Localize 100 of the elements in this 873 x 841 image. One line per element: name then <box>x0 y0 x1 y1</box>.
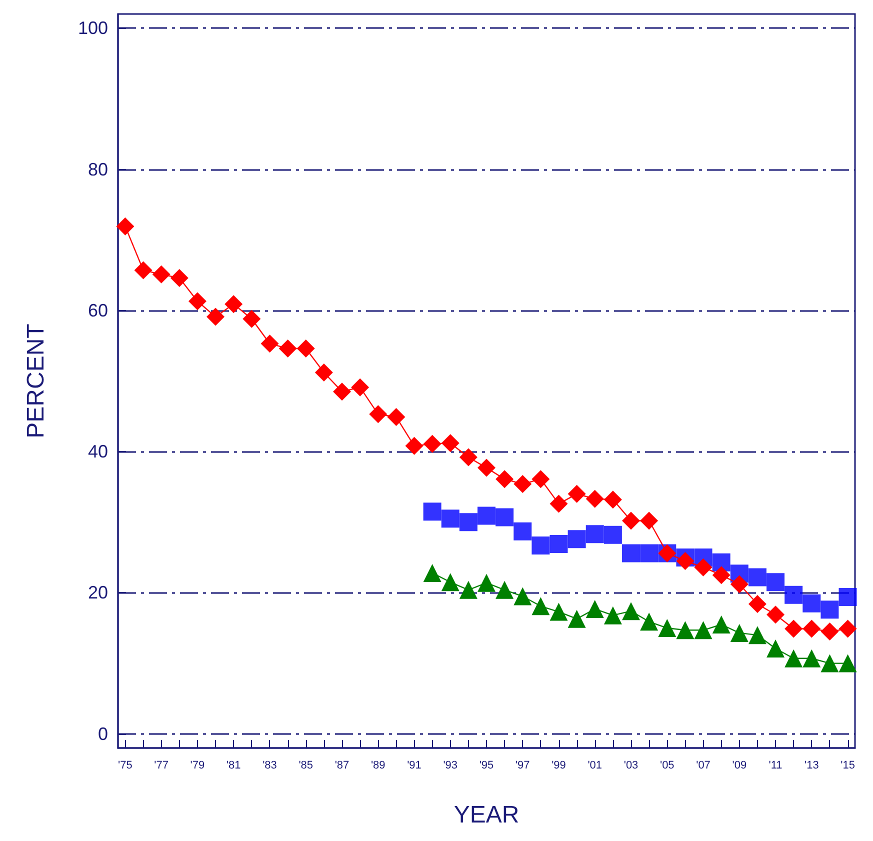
point <box>532 536 550 554</box>
x-tick-label: '83 <box>262 760 277 772</box>
point <box>604 606 622 624</box>
x-tick-label: '81 <box>226 760 241 772</box>
point <box>640 544 658 562</box>
point <box>712 553 730 572</box>
point <box>224 295 243 314</box>
point <box>568 610 586 628</box>
point <box>441 434 460 452</box>
point <box>748 568 766 586</box>
x-tick-label: '97 <box>515 760 530 772</box>
y-tick-label: 80 <box>88 159 108 180</box>
x-tick-label: '03 <box>624 760 638 772</box>
point <box>694 558 712 576</box>
point <box>496 580 514 599</box>
point <box>784 649 803 668</box>
point <box>802 649 821 668</box>
point <box>496 508 514 526</box>
point <box>514 522 532 540</box>
y-tick-label: 0 <box>98 724 108 744</box>
point <box>640 612 658 631</box>
point <box>441 510 460 528</box>
point <box>514 587 532 606</box>
point <box>586 600 604 618</box>
point <box>188 292 206 310</box>
point <box>134 261 152 280</box>
point <box>550 494 568 513</box>
x-tick-label: '99 <box>552 760 566 772</box>
point <box>712 615 730 634</box>
point <box>766 606 785 624</box>
point <box>459 580 478 599</box>
point <box>405 436 424 455</box>
x-tick-label: '75 <box>118 760 132 772</box>
point <box>532 597 550 616</box>
point <box>676 621 694 640</box>
x-tick-label: '09 <box>732 760 747 772</box>
point <box>838 654 857 672</box>
point <box>784 586 803 604</box>
x-tick-label: '05 <box>660 760 674 772</box>
point <box>748 626 766 644</box>
point <box>478 458 496 477</box>
point <box>658 619 676 638</box>
point <box>496 470 514 488</box>
point <box>550 602 568 621</box>
point <box>730 575 748 594</box>
point <box>838 620 857 638</box>
point <box>478 506 496 525</box>
point <box>586 490 604 508</box>
point <box>838 588 857 606</box>
point <box>478 574 496 592</box>
point <box>586 525 604 544</box>
point <box>260 334 279 353</box>
point <box>152 265 170 284</box>
point <box>622 544 640 562</box>
point <box>369 405 388 424</box>
x-tick-label: '11 <box>768 760 782 772</box>
x-tick-label: '91 <box>407 760 422 772</box>
x-tick-label: '89 <box>370 760 386 772</box>
point <box>423 564 442 582</box>
point <box>568 530 586 548</box>
x-tick-label: '85 <box>298 760 314 772</box>
point <box>748 595 766 614</box>
point <box>766 639 785 658</box>
point <box>640 512 658 530</box>
x-tick-label: '13 <box>804 760 819 772</box>
point <box>730 624 748 642</box>
point <box>784 620 803 638</box>
y-axis-title: PERCENT <box>22 323 50 438</box>
x-tick-label: '95 <box>479 760 494 772</box>
point <box>459 448 478 466</box>
point <box>423 434 442 453</box>
x-tick-label: '15 <box>840 760 855 772</box>
point <box>604 526 622 544</box>
y-tick-label: 40 <box>88 442 108 462</box>
point <box>116 217 134 236</box>
x-tick-label: '79 <box>190 760 205 772</box>
point <box>206 308 225 326</box>
point <box>802 620 821 638</box>
point <box>568 484 586 503</box>
point <box>296 340 315 358</box>
y-tick-label: 100 <box>78 18 108 38</box>
point <box>278 340 297 358</box>
point <box>820 654 839 672</box>
point <box>820 622 839 641</box>
point <box>622 512 640 530</box>
point <box>766 573 785 592</box>
x-tick-label: '07 <box>696 760 710 772</box>
y-tick-label: 20 <box>88 582 108 603</box>
point <box>550 535 568 554</box>
point <box>676 552 694 570</box>
point <box>441 573 460 592</box>
point <box>802 594 821 612</box>
point <box>622 602 640 620</box>
x-axis-title: YEAR <box>454 802 520 828</box>
point <box>712 566 730 584</box>
point <box>314 364 333 382</box>
point <box>820 600 839 619</box>
x-tick-label: '87 <box>334 760 350 772</box>
point <box>423 502 442 521</box>
x-tick-label: '93 <box>443 760 458 772</box>
